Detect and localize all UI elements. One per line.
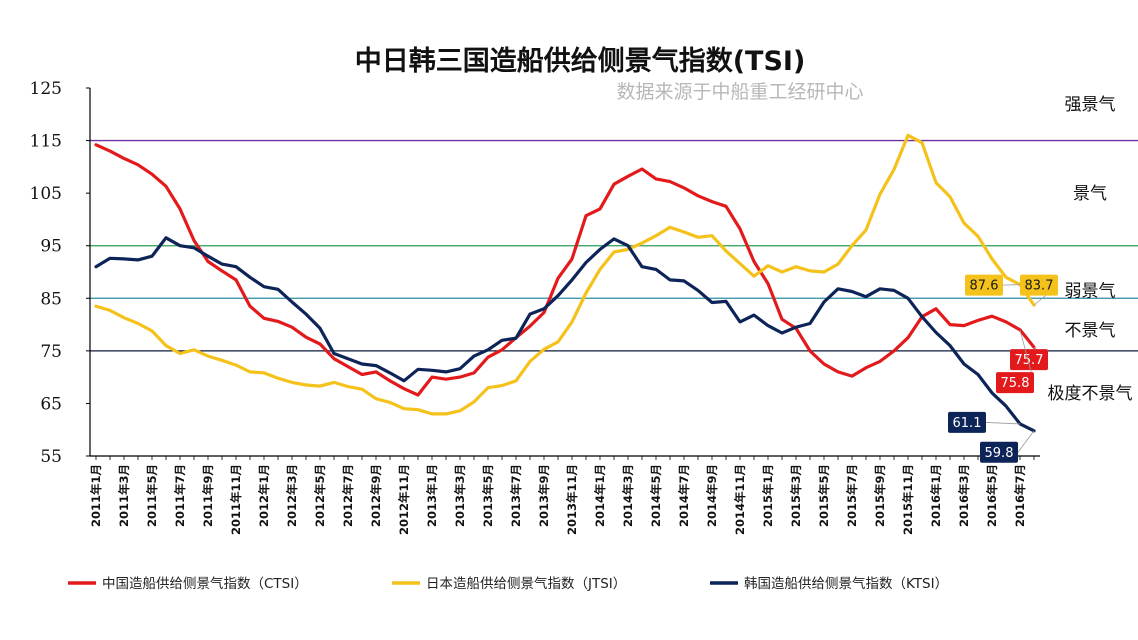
- legend-label-1: 日本造船供给侧景气指数（JTSI）: [426, 576, 626, 592]
- data-label-box: [996, 372, 1034, 394]
- x-tick-label: 2011年7月: [173, 464, 187, 527]
- x-tick-label: 2015年5月: [817, 464, 831, 527]
- x-tick-label: 2016年7月: [1013, 464, 1027, 527]
- zone-label: 弱景气: [1065, 281, 1116, 301]
- y-tick-label: 85: [40, 289, 62, 309]
- series-line-0: [94, 143, 1036, 397]
- y-axis: 55 65 75 85 95 105 115 125: [30, 79, 91, 467]
- y-tick-label: 55: [40, 447, 62, 467]
- legend: 中国造船供给侧景气指数（CTSI） 日本造船供给侧景气指数（JTSI） 韩国造船供给…: [68, 576, 948, 592]
- x-tick-label: 2011年1月: [89, 464, 103, 527]
- x-tick-label: 2012年7月: [341, 464, 355, 527]
- x-tick-label: 2011年9月: [201, 464, 215, 527]
- x-tick-label: 2011年11月: [229, 464, 243, 535]
- zone-label: 强景气: [1065, 95, 1116, 115]
- x-tick-label: 2015年3月: [789, 464, 803, 527]
- x-tick-label: 2012年1月: [257, 464, 271, 527]
- data-label-leader: [1017, 430, 1035, 453]
- reference-lines: [90, 139, 1138, 352]
- series-layer: [94, 133, 1036, 433]
- data-label-box: [965, 274, 1003, 296]
- x-tick-label: 2012年3月: [285, 464, 299, 527]
- data-label: 59.8: [985, 446, 1014, 461]
- data-label-box: [948, 411, 986, 433]
- series-line-2: [94, 236, 1036, 433]
- chart-subtitle: 数据来源于中船重工经研中心: [616, 81, 863, 103]
- y-tick-label: 65: [40, 394, 62, 414]
- x-tick-label: 2015年9月: [873, 464, 887, 527]
- x-tick-label: 2012年5月: [313, 464, 327, 527]
- legend-label-0: 中国造船供给侧景气指数（CTSI）: [102, 576, 308, 592]
- data-label: 83.7: [1025, 279, 1054, 294]
- data-label: 61.1: [953, 416, 982, 431]
- data-label: 87.6: [970, 279, 999, 294]
- chart-title: 中日韩三国造船供给侧景气指数(TSI): [355, 45, 806, 77]
- x-tick-label: 2014年9月: [705, 464, 719, 527]
- x-tick-label: 2012年9月: [369, 464, 383, 527]
- x-tick-label: 2013年1月: [425, 464, 439, 527]
- series-line-1: [94, 133, 1036, 416]
- y-tick-label: 115: [30, 132, 62, 152]
- data-labels: 87.6 83.7 75.7 75.8 61.159.8: [948, 274, 1059, 463]
- data-label: 75.8: [1001, 376, 1030, 391]
- y-tick-label: 75: [40, 342, 62, 362]
- x-tick-label: 2014年11月: [733, 464, 747, 535]
- x-tick-label: 2013年7月: [509, 464, 523, 527]
- zone-label: 不景气: [1065, 321, 1116, 341]
- x-tick-label: 2012年11月: [397, 464, 411, 535]
- data-label-box: [1010, 349, 1048, 371]
- y-tick-label: 125: [30, 79, 62, 99]
- x-tick-label: 2014年1月: [593, 464, 607, 527]
- x-axis: 2011年1月 2011年3月 2011年5月 2011年7月 2011年9月 2011年…: [89, 455, 1040, 535]
- x-tick-label: 2013年9月: [537, 464, 551, 527]
- zone-label: 极度不景气: [1048, 384, 1133, 404]
- x-tick-label: 2011年5月: [145, 464, 159, 527]
- y-tick-label: 95: [40, 237, 62, 257]
- x-tick-label: 2013年3月: [453, 464, 467, 527]
- x-tick-label: 2014年7月: [677, 464, 691, 527]
- x-tick-label: 2014年5月: [649, 464, 663, 527]
- y-tick-label: 105: [30, 184, 62, 204]
- x-tick-label: 2015年1月: [761, 464, 775, 527]
- x-tick-label: 2016年5月: [985, 464, 999, 527]
- data-label-box: [1020, 274, 1058, 296]
- x-tick-label: 2016年3月: [957, 464, 971, 527]
- data-label-leader: [1002, 284, 1021, 286]
- x-tick-label: 2016年1月: [929, 464, 943, 527]
- x-tick-label: 2014年3月: [621, 464, 635, 527]
- data-label: 75.7: [1015, 353, 1044, 368]
- x-tick-label: 2015年11月: [901, 464, 915, 535]
- x-tick-label: 2015年7月: [845, 464, 859, 527]
- x-tick-label: 2011年3月: [117, 464, 131, 527]
- zone-label: 景气: [1073, 184, 1107, 204]
- x-tick-label: 2013年5月: [481, 464, 495, 527]
- legend-label-2: 韩国造船供给侧景气指数（KTSI）: [744, 576, 948, 592]
- x-tick-label: 2013年11月: [565, 464, 579, 535]
- data-label-leader: [985, 422, 1021, 425]
- data-label-box: [980, 441, 1018, 463]
